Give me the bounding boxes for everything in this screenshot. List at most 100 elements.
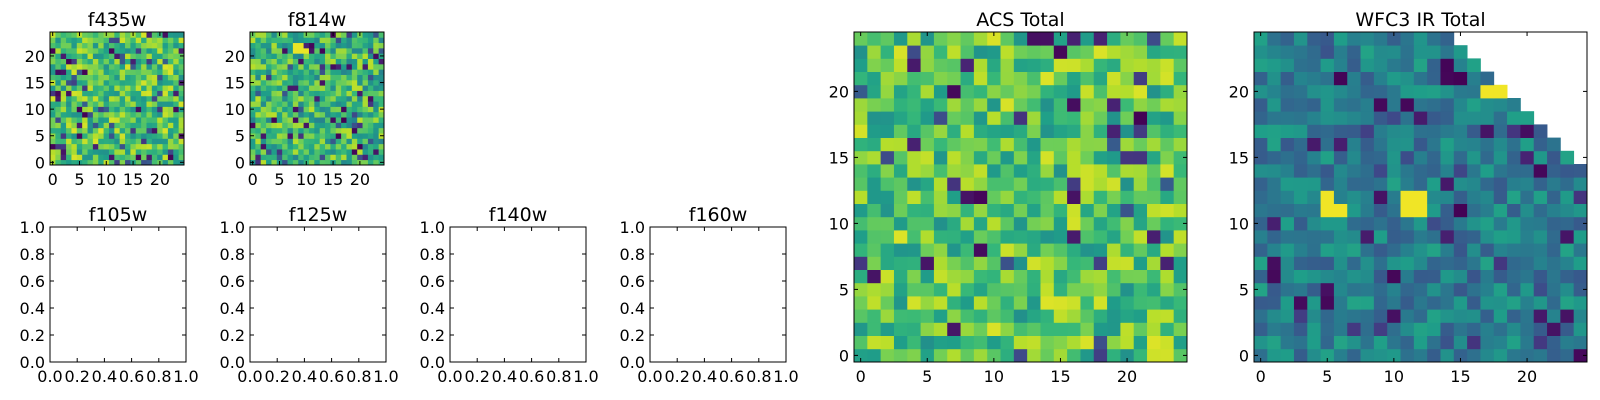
heatmap-cell	[173, 58, 180, 65]
y-tick-label: 0.0	[20, 353, 45, 372]
panel-title: f125w	[289, 204, 348, 226]
heatmap-cell	[335, 32, 342, 38]
heatmap-cell	[271, 138, 278, 145]
heatmap-cell	[76, 133, 83, 139]
heatmap-cell	[71, 149, 78, 155]
heatmap-cell	[1267, 256, 1282, 270]
heatmap-cell	[1400, 203, 1415, 218]
heatmap-cell	[1013, 322, 1028, 336]
heatmap-cell	[1507, 164, 1521, 178]
heatmap-cell	[1067, 150, 1081, 165]
heatmap-cell	[362, 149, 369, 155]
heatmap-cell	[335, 111, 342, 118]
heatmap-cell	[173, 133, 180, 139]
heatmap-cell	[82, 42, 88, 49]
heatmap-cell	[82, 106, 88, 113]
heatmap-cell	[130, 47, 137, 54]
heatmap-cell	[119, 74, 126, 81]
heatmap-cell	[308, 37, 315, 44]
heatmap-cell	[87, 74, 94, 81]
heatmap-cell	[867, 216, 882, 231]
heatmap-cell	[66, 127, 72, 134]
heatmap-cell	[1453, 243, 1468, 257]
x-tick-label: 0.8	[146, 367, 171, 386]
heatmap-cell	[1400, 256, 1415, 270]
heatmap-cell	[346, 74, 353, 81]
heatmap-cell	[1560, 164, 1575, 178]
heatmap-cell	[907, 296, 921, 310]
heatmap-cell	[1147, 58, 1161, 72]
heatmap-cell	[82, 149, 88, 155]
heatmap-cell	[1254, 296, 1268, 310]
heatmap-cell	[1173, 84, 1188, 99]
heatmap-cell	[1400, 177, 1415, 191]
heatmap-cell	[378, 90, 385, 97]
heatmap-cell	[135, 138, 142, 145]
heatmap-cell	[357, 101, 363, 107]
heatmap-cell	[351, 58, 358, 65]
heatmap-cell	[114, 37, 121, 44]
heatmap-cell	[330, 101, 337, 107]
heatmap-cell	[167, 122, 174, 129]
heatmap-cell	[1453, 98, 1468, 112]
heatmap-cell	[1480, 111, 1495, 125]
heatmap-cell	[119, 42, 126, 49]
heatmap-cell	[1254, 309, 1268, 323]
heatmap-cell	[292, 53, 299, 59]
heatmap-cell	[157, 53, 163, 59]
heatmap-cell	[1360, 256, 1375, 270]
heatmap-cell	[1000, 282, 1015, 297]
heatmap-cell	[947, 111, 961, 125]
heatmap-cell	[1133, 45, 1148, 59]
heatmap-cell	[66, 117, 72, 123]
heatmap-cell	[76, 74, 83, 81]
heatmap-cell	[98, 74, 104, 81]
heatmap-cell	[1373, 256, 1388, 270]
heatmap-cell	[319, 154, 326, 161]
heatmap-cell	[367, 143, 374, 150]
heatmap-cell	[907, 309, 921, 323]
heatmap-cell	[314, 74, 321, 81]
heatmap-cell	[1387, 150, 1401, 165]
heatmap-cell	[1560, 203, 1575, 218]
heatmap-cell	[325, 79, 331, 86]
heatmap-cell	[1267, 137, 1282, 152]
heatmap-cell	[287, 74, 294, 81]
heatmap-cell	[1507, 150, 1521, 165]
heatmap-cell	[893, 71, 908, 86]
heatmap-cell	[1440, 177, 1455, 191]
heatmap-cell	[108, 37, 115, 44]
heatmap-cell	[125, 47, 131, 54]
heatmap-cell	[114, 154, 121, 161]
heatmap-cell	[1053, 32, 1068, 46]
heatmap-cell	[266, 85, 272, 91]
heatmap-cell	[125, 53, 131, 59]
heatmap-cell	[76, 117, 83, 123]
x-tick-label: 0.4	[292, 367, 317, 386]
heatmap-cell	[1333, 335, 1348, 350]
heatmap-cell	[1320, 150, 1335, 165]
heatmap-cell	[1413, 190, 1428, 204]
heatmap-cell	[260, 133, 267, 139]
heatmap-cell	[1173, 137, 1188, 152]
heatmap-cell	[351, 32, 358, 38]
heatmap-cell	[378, 58, 385, 65]
heatmap-cell	[76, 143, 83, 150]
heatmap-cell	[319, 42, 326, 49]
heatmap-cell	[151, 47, 158, 54]
x-tick-label: 0	[48, 170, 58, 189]
heatmap-cell	[1013, 150, 1028, 165]
heatmap-cell	[854, 137, 868, 152]
heatmap-cell	[66, 149, 72, 155]
heatmap-cell	[1280, 32, 1295, 46]
heatmap-cell	[973, 348, 988, 363]
heatmap-cell	[341, 42, 347, 49]
heatmap-cell	[319, 149, 326, 155]
heatmap-cell	[1347, 84, 1361, 99]
heatmap-cell	[76, 111, 83, 118]
heatmap-cell	[1093, 58, 1108, 72]
heatmap-cell	[1533, 203, 1548, 218]
heatmap-cell	[60, 138, 67, 145]
heatmap-cell	[260, 47, 267, 54]
heatmap-cell	[1093, 177, 1108, 191]
